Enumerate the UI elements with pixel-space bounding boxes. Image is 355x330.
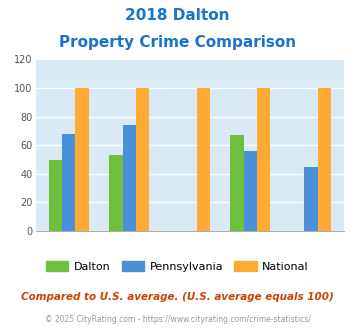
Bar: [109, 155, 123, 231]
Text: Compared to U.S. average. (U.S. average equals 100): Compared to U.S. average. (U.S. average …: [21, 292, 334, 302]
Bar: [304, 167, 318, 231]
Bar: [62, 134, 76, 231]
Bar: [49, 159, 62, 231]
Bar: [318, 88, 331, 231]
Bar: [257, 88, 271, 231]
Bar: [76, 88, 89, 231]
Text: 2018 Dalton: 2018 Dalton: [125, 8, 230, 23]
Legend: Dalton, Pennsylvania, National: Dalton, Pennsylvania, National: [42, 256, 313, 276]
Bar: [230, 135, 244, 231]
Bar: [197, 88, 210, 231]
Bar: [123, 125, 136, 231]
Bar: [136, 88, 149, 231]
Text: © 2025 CityRating.com - https://www.cityrating.com/crime-statistics/: © 2025 CityRating.com - https://www.city…: [45, 315, 310, 324]
Bar: [244, 151, 257, 231]
Text: Property Crime Comparison: Property Crime Comparison: [59, 35, 296, 50]
